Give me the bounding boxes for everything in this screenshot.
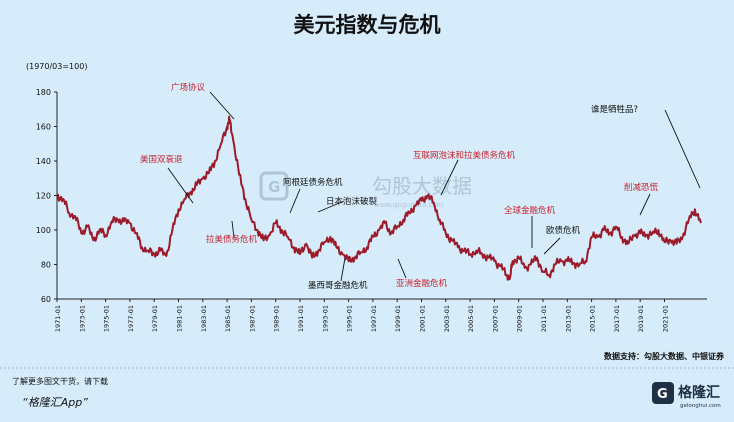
x-tick-label: 2003-01 bbox=[443, 305, 451, 332]
x-tick-label: 1981-01 bbox=[175, 305, 183, 332]
y-tick-label: 180 bbox=[36, 88, 51, 97]
annotation-label: 削减恐慌 bbox=[624, 182, 659, 193]
annotation-leader bbox=[231, 220, 235, 239]
brand-logo-subtext: gelonghui.com bbox=[680, 403, 721, 409]
x-tick-label: 2005-01 bbox=[467, 305, 475, 332]
annotation-label: 亚洲金融危机 bbox=[396, 278, 448, 289]
x-tick-label: 2013-01 bbox=[564, 305, 572, 332]
x-tick-label: 1979-01 bbox=[151, 305, 159, 332]
annotation-leader bbox=[209, 91, 235, 120]
watermark-logo-letter: G bbox=[268, 178, 280, 196]
brand-logo-text: 格隆汇 bbox=[678, 384, 720, 401]
watermark-subtext: www.gogudata.com bbox=[374, 201, 443, 209]
x-tick-label: 2009-01 bbox=[516, 305, 524, 332]
annotation-label: 欧债危机 bbox=[546, 225, 581, 236]
brand-logo-icon bbox=[652, 382, 674, 404]
y-tick-label: 60 bbox=[41, 295, 51, 304]
annotation-leader bbox=[340, 257, 346, 282]
x-tick-label: 2017-01 bbox=[613, 305, 621, 332]
watermark-logo-icon bbox=[259, 171, 289, 201]
x-tick-label: 2011-01 bbox=[540, 305, 548, 332]
y-axis-unit: (1970/03=100) bbox=[26, 62, 87, 71]
x-tick-label: 1987-01 bbox=[248, 305, 256, 332]
source-note: 数据支持：勾股大数据、中银证券 bbox=[604, 351, 725, 361]
annotation-label: 阿根廷债务危机 bbox=[283, 177, 343, 188]
annotation-leader bbox=[397, 258, 407, 279]
y-ticks: 60 80 100 120 140 160 180 bbox=[36, 88, 57, 304]
x-tick-label: 1989-01 bbox=[273, 305, 281, 332]
y-tick-label: 80 bbox=[41, 261, 51, 270]
brand-logo-letter: G bbox=[657, 387, 668, 402]
x-tick-label: 1983-01 bbox=[200, 305, 208, 332]
y-tick-label: 120 bbox=[36, 192, 51, 201]
x-tick-label: 1975-01 bbox=[103, 305, 111, 332]
x-tick-label: 2019-01 bbox=[637, 305, 645, 332]
brand-logo: G 格隆汇 gelonghui.com bbox=[652, 382, 721, 409]
x-tick-label: 1977-01 bbox=[127, 305, 135, 332]
x-tick-label: 2007-01 bbox=[491, 305, 499, 332]
promo-line-1: 了解更多图文干货，请下载 bbox=[12, 376, 108, 386]
annotation-leader bbox=[639, 193, 651, 216]
x-tick-label: 1997-01 bbox=[370, 305, 378, 332]
x-tick-label: 1971-01 bbox=[54, 305, 62, 332]
x-tick-label: 2015-01 bbox=[589, 305, 597, 332]
annotation-label: 日本泡沫破裂 bbox=[326, 196, 378, 207]
annotation-label: 谁是牺牲品? bbox=[591, 104, 638, 115]
chart-title: 美元指数与危机 bbox=[294, 13, 441, 37]
x-ticks: 1971-01 1973-01 1975-01 1977-01 1979-01 1981-… bbox=[54, 299, 669, 332]
annotation-label: 拉美债务危机 bbox=[206, 234, 258, 245]
x-tick-label: 1999-01 bbox=[394, 305, 402, 332]
y-tick-label: 160 bbox=[36, 123, 51, 132]
annotation-label: 广场协议 bbox=[171, 82, 206, 93]
y-tick-label: 140 bbox=[36, 157, 51, 166]
x-tick-label: 1973-01 bbox=[78, 305, 86, 332]
annotation-leader bbox=[289, 188, 301, 214]
x-tick-label: 2021-01 bbox=[661, 305, 669, 332]
annotation-leader bbox=[167, 167, 194, 204]
annotation-label: 墨西哥金融危机 bbox=[308, 280, 368, 291]
x-tick-label: 1985-01 bbox=[224, 305, 232, 332]
x-tick-label: 1995-01 bbox=[346, 305, 354, 332]
annotation-leader bbox=[317, 200, 345, 213]
series-line bbox=[56, 115, 702, 281]
watermark: G 勾股大数据 www.gogudata.com bbox=[259, 171, 472, 209]
x-tick-label: 1993-01 bbox=[321, 305, 329, 332]
x-tick-label: 1991-01 bbox=[297, 305, 305, 332]
annotation-leader bbox=[543, 237, 561, 255]
annotation-leader bbox=[664, 109, 701, 189]
x-tick-label: 2001-01 bbox=[418, 305, 426, 332]
watermark-text: 勾股大数据 bbox=[372, 174, 472, 198]
series-layer bbox=[56, 115, 702, 281]
y-tick-label: 100 bbox=[36, 226, 51, 235]
promo-line-2: “格隆汇App” bbox=[22, 396, 88, 409]
annotation-leader bbox=[440, 159, 459, 196]
annotation-label: 美国双衰退 bbox=[140, 154, 183, 165]
annotation-label: 全球金融危机 bbox=[504, 205, 556, 216]
annotation-label: 互联网泡沫和拉美债务危机 bbox=[413, 150, 516, 161]
